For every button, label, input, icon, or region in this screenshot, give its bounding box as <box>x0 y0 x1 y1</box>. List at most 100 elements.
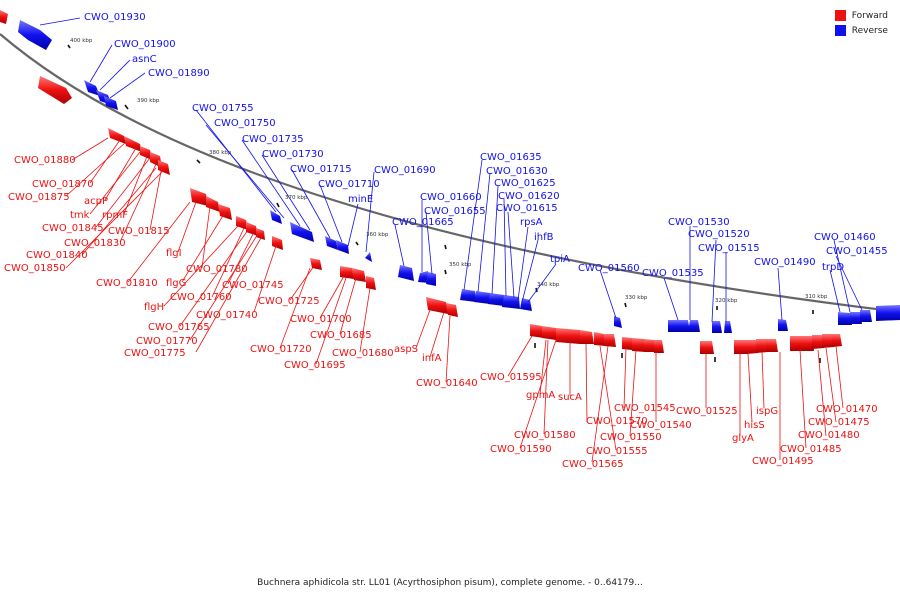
gene-label: gpmA <box>526 390 555 401</box>
gene-label: CWO_01710 <box>318 179 380 190</box>
gene-label: minE <box>348 194 373 205</box>
gene-feature <box>812 335 824 349</box>
gene-feature <box>766 339 778 352</box>
legend-forward-swatch <box>834 10 846 21</box>
gene-label: CWO_01495 <box>752 456 814 467</box>
gene-label: CWO_01620 <box>498 191 560 202</box>
gene-label: CWO_01880 <box>14 155 76 166</box>
gene-feature <box>876 305 900 321</box>
tick-label: 330 kbp <box>625 295 648 301</box>
legend-reverse: Reverse <box>834 23 888 38</box>
gene-label: CWO_01690 <box>374 165 436 176</box>
gene-feature <box>668 320 690 332</box>
gene-label: CWO_01930 <box>84 12 146 23</box>
gene-label: CWO_01765 <box>148 322 210 333</box>
gene-label: CWO_01655 <box>424 206 486 217</box>
gene-feature <box>756 339 768 353</box>
tick-label: 340 kbp <box>537 282 560 288</box>
gene-feature <box>488 293 504 306</box>
legend-forward-label: Forward <box>851 10 888 21</box>
gene-feature <box>688 320 700 332</box>
gene-label: CWO_01460 <box>814 232 876 243</box>
gene-feature <box>38 76 72 104</box>
legend-reverse-label: Reverse <box>851 25 888 36</box>
gene-label: CWO_01760 <box>170 292 232 303</box>
gene-label: CWO_01635 <box>480 152 542 163</box>
gene-label: CWO_01580 <box>514 430 576 441</box>
gene-feature <box>218 204 232 220</box>
gene-label: tmk <box>70 210 90 221</box>
forward-labels: CWO_01880 CWO_01870 CWO_01875 acpP tmk r… <box>4 155 878 470</box>
gene-label: ispG <box>756 406 778 417</box>
gene-feature <box>604 334 616 347</box>
gene-feature <box>712 321 722 333</box>
gene-label: CWO_01660 <box>420 192 482 203</box>
gene-label: CWO_01590 <box>490 444 552 455</box>
gene-feature <box>520 298 532 311</box>
gene-label: rpmF <box>102 210 128 221</box>
gene-feature <box>124 136 142 152</box>
gene-label: CWO_01535 <box>642 268 704 279</box>
gene-feature <box>474 291 490 304</box>
gene-label: CWO_01900 <box>114 39 176 50</box>
gene-label: acpP <box>84 196 108 207</box>
gene-label: CWO_01730 <box>262 149 324 160</box>
gene-feature <box>336 240 349 254</box>
gene-label: aspS <box>394 344 418 355</box>
gene-label: CWO_01485 <box>780 444 842 455</box>
gene-feature <box>746 340 758 354</box>
gene-label: CWO_01490 <box>754 257 816 268</box>
gene-feature <box>426 272 436 286</box>
gene-label: CWO_01515 <box>698 243 760 254</box>
gene-label: CWO_01850 <box>4 263 66 274</box>
gene-label: CWO_01870 <box>32 179 94 190</box>
gene-label: CWO_01680 <box>332 348 394 359</box>
gene-label: CWO_01595 <box>480 372 542 383</box>
gene-feature <box>542 326 556 340</box>
reverse-genes <box>18 20 900 333</box>
gene-label: CWO_01570 <box>586 416 648 427</box>
gene-label: CWO_01525 <box>676 406 738 417</box>
gene-label: CWO_01890 <box>148 68 210 79</box>
gene-label: ihfB <box>534 232 554 243</box>
gene-label: CWO_01700 <box>290 314 352 325</box>
gene-label: CWO_01770 <box>136 336 198 347</box>
gene-feature <box>644 339 656 352</box>
gene-feature <box>850 312 862 324</box>
gene-label: glyA <box>732 433 754 444</box>
gene-label: CWO_01550 <box>600 432 662 443</box>
tick-label: 390 kbp <box>137 98 160 104</box>
tick-label: 320 kbp <box>715 298 738 304</box>
gene-feature <box>84 80 100 96</box>
gene-label: CWO_01715 <box>290 164 352 175</box>
forward-leaders <box>65 137 844 463</box>
gene-feature <box>398 265 414 281</box>
legend-reverse-swatch <box>834 25 846 36</box>
gene-feature <box>632 338 646 352</box>
gene-feature <box>832 334 842 347</box>
gene-feature <box>614 316 622 328</box>
gene-label: flgH <box>144 302 164 313</box>
gene-feature <box>206 196 220 212</box>
gene-feature <box>838 312 852 325</box>
gene-feature <box>778 319 788 331</box>
reverse-leaders <box>39 17 863 323</box>
tick-label: 400 kbp <box>70 38 93 44</box>
gene-feature <box>108 128 126 144</box>
tick-labels: 400 kbp 390 kbp 380 kbp 370 kbp 360 kbp … <box>70 38 828 304</box>
gene-label: CWO_01685 <box>310 330 372 341</box>
gene-label: rpsA <box>520 217 543 228</box>
gene-label: sucA <box>558 392 582 403</box>
gene-label: CWO_01810 <box>96 278 158 289</box>
gene-feature <box>594 332 606 346</box>
gene-label: asnC <box>132 54 157 65</box>
gene-label: CWO_01755 <box>192 103 254 114</box>
gene-feature <box>822 334 834 348</box>
gene-feature <box>310 258 322 270</box>
tick-label: 350 kbp <box>449 262 472 268</box>
gene-label: CWO_01735 <box>242 134 304 145</box>
tick-label: 370 kbp <box>285 195 308 201</box>
gene-label: trpD <box>822 262 844 273</box>
legend-forward: Forward <box>834 8 888 23</box>
gene-feature <box>622 337 632 350</box>
